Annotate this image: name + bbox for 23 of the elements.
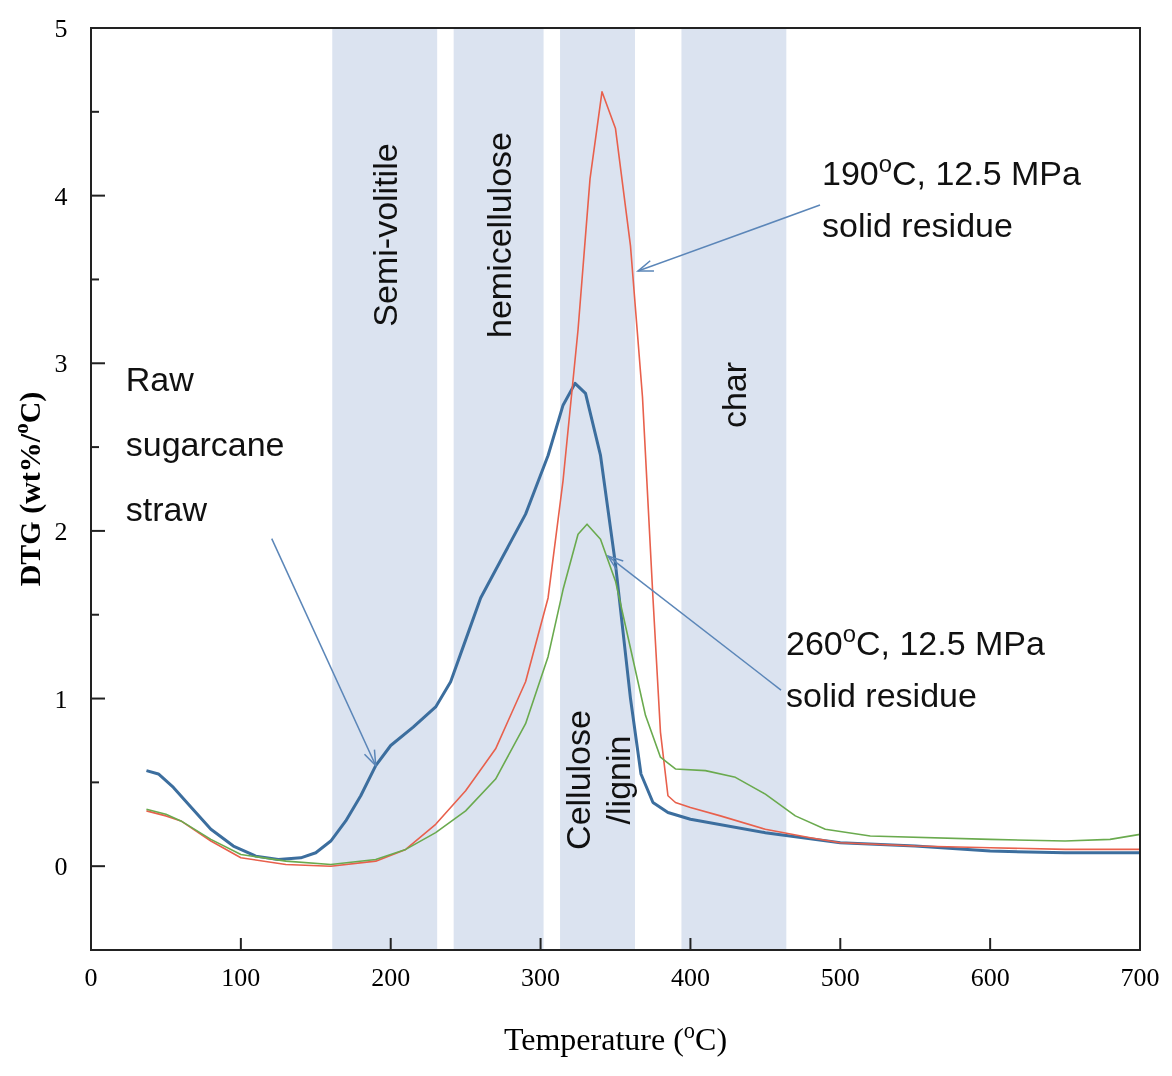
band-label: char bbox=[714, 361, 753, 429]
band-label: Semi-volitile bbox=[365, 143, 404, 327]
band-label: hemicellulose bbox=[479, 132, 518, 338]
y-tick-label: 0 bbox=[54, 852, 68, 882]
y-tick-label: 5 bbox=[54, 14, 68, 43]
y-tick-label: 4 bbox=[54, 181, 68, 211]
x-tick-label: 300 bbox=[521, 963, 561, 992]
band-label: Cellulose /lignin bbox=[558, 710, 637, 850]
x-tick-label: 400 bbox=[670, 963, 710, 992]
line-series bbox=[145, 523, 1140, 866]
annotation: Raw sugarcane straw bbox=[125, 359, 285, 528]
x-tick-label: 200 bbox=[371, 963, 411, 992]
x-tick-label: 100 bbox=[221, 963, 261, 992]
y-tick-label: 3 bbox=[54, 349, 68, 379]
x-tick-label: 500 bbox=[820, 963, 860, 992]
x-axis-title: Temperature ($^{o}$C) bbox=[503, 1017, 728, 1057]
x-tick-label: 0 bbox=[84, 963, 98, 992]
y-tick-label: 1 bbox=[54, 684, 68, 714]
x-tick-label: 700 bbox=[1120, 963, 1160, 992]
annotation: 260$^{o}$C, 12.5 MPa solid residue bbox=[786, 619, 1046, 715]
annotation: 190$^{o}$C, 12.5 MPa solid residue bbox=[821, 149, 1082, 245]
x-tick-label: 600 bbox=[970, 963, 1010, 992]
y-tick-label: 2 bbox=[54, 516, 68, 546]
